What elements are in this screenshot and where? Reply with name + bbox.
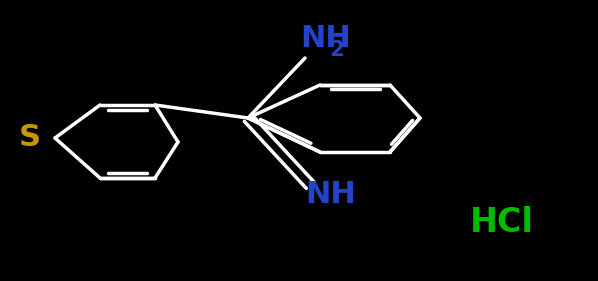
Text: 2: 2	[329, 40, 344, 60]
Text: NH: NH	[300, 24, 351, 53]
Text: HCl: HCl	[470, 205, 534, 239]
Text: NH: NH	[305, 180, 356, 209]
Text: S: S	[19, 124, 41, 153]
